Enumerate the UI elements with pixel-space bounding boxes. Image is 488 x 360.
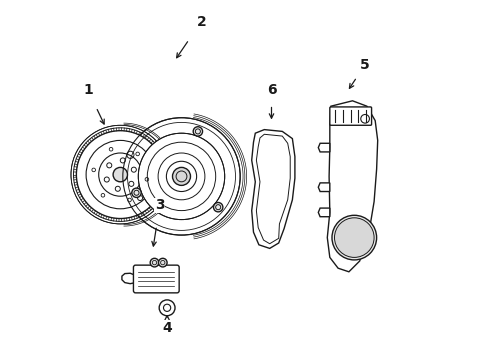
Circle shape — [138, 133, 224, 220]
Polygon shape — [326, 101, 377, 272]
Polygon shape — [318, 183, 329, 192]
Polygon shape — [318, 143, 329, 152]
Circle shape — [132, 188, 141, 197]
FancyBboxPatch shape — [133, 265, 179, 293]
Polygon shape — [318, 208, 329, 217]
Circle shape — [334, 218, 373, 257]
Circle shape — [150, 258, 159, 267]
Text: 2: 2 — [196, 15, 206, 28]
Circle shape — [158, 258, 167, 267]
Circle shape — [76, 131, 164, 219]
Circle shape — [213, 202, 223, 212]
Text: 4: 4 — [162, 321, 172, 334]
Circle shape — [331, 215, 376, 260]
Circle shape — [113, 167, 127, 182]
Circle shape — [172, 167, 190, 185]
Circle shape — [193, 127, 202, 136]
Text: 1: 1 — [83, 83, 93, 97]
Circle shape — [159, 300, 175, 316]
FancyBboxPatch shape — [329, 107, 371, 125]
Polygon shape — [256, 134, 289, 244]
Text: 6: 6 — [266, 83, 276, 97]
Polygon shape — [122, 273, 135, 284]
Polygon shape — [251, 130, 294, 248]
Text: 5: 5 — [360, 58, 369, 72]
Circle shape — [122, 118, 240, 235]
Text: 3: 3 — [155, 198, 164, 212]
